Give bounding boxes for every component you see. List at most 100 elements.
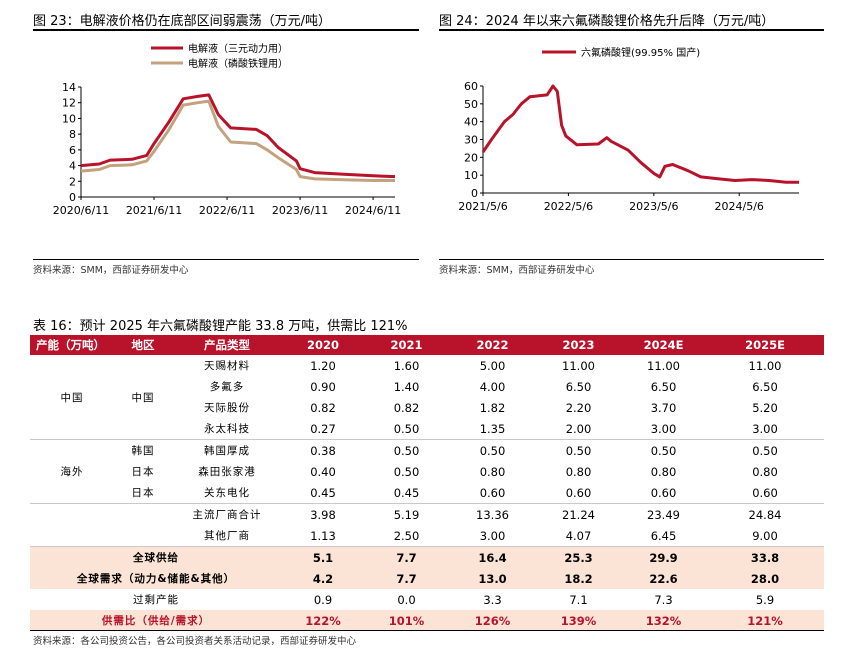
f23-ytick-label: 0 (69, 191, 76, 204)
table16-header-year: 2021 (364, 335, 449, 355)
empty-cell (30, 503, 172, 525)
cell-value: 1.82 (479, 400, 506, 415)
fig23-source: 资料来源：SMM，西部证券研发中心 (33, 265, 189, 276)
cell-value: 132% (621, 610, 706, 631)
cell-value: 5.1 (282, 546, 364, 568)
f23-ytick-label: 8 (69, 128, 76, 141)
cell-value: 1.20 (310, 358, 336, 373)
company-name: 韩国厚成 (172, 439, 282, 461)
fig24-title: 图 24：2024 年以来六氟磷酸锂价格先升后降（万元/吨） (439, 14, 775, 29)
table16-source-rule (30, 630, 824, 631)
cell-value: 5.9 (755, 592, 775, 607)
cell-value: 7.7 (364, 546, 449, 568)
company-name: 天际股份 (204, 402, 250, 414)
f23-ytick-label: 12 (62, 97, 76, 110)
cell-value: 0.50 (706, 439, 824, 461)
cell-value: 0.60 (752, 485, 778, 500)
fig24-title-rule (439, 29, 824, 31)
subregion: 日本 (131, 466, 155, 478)
table-row: 日本 森田张家港 0.40 0.50 0.80 0.80 0.80 0.80 (30, 461, 824, 482)
subregion-china: 中国 (131, 391, 155, 404)
f23-ytick-label: 2 (69, 175, 76, 188)
cell-value: 0.80 (650, 464, 677, 479)
row-label: 全球需求（动力&储能&其他） (30, 568, 282, 589)
cell-value: 3.98 (282, 503, 364, 525)
cell-value: 6.50 (752, 379, 778, 394)
cell-value: 2.50 (393, 528, 420, 543)
cell-value: 0.82 (310, 400, 336, 415)
cell-value: 5.20 (752, 400, 778, 415)
company-name: 永太科技 (204, 423, 250, 435)
f24-ytick-label: 60 (464, 80, 478, 93)
table-row-demand: 全球需求（动力&储能&其他） 4.2 7.7 13.0 18.2 22.6 28… (30, 568, 824, 589)
cell-value: 7.1 (569, 592, 588, 607)
cell-value: 0.50 (536, 439, 621, 461)
cell-value: 22.6 (621, 568, 706, 589)
region-overseas: 海外 (30, 439, 114, 504)
cell-value: 28.0 (706, 568, 824, 589)
cell-value: 11.00 (647, 358, 680, 373)
cell-value: 9.00 (752, 528, 778, 543)
cell-value: 0.50 (393, 464, 420, 479)
subregion: 日本 (131, 487, 155, 499)
table16-header-region: 地区 (114, 335, 172, 355)
cell-value: 7.3 (654, 592, 673, 607)
cell-value: 101% (364, 610, 449, 631)
cell-value: 122% (282, 610, 364, 631)
fig23-title-rule (33, 29, 419, 31)
cell-value: 29.9 (621, 546, 706, 568)
cell-value: 0.40 (310, 464, 336, 479)
f23-series-line-1 (80, 93, 396, 179)
cell-value: 0.45 (310, 485, 336, 500)
region-china: 中国 (60, 391, 84, 404)
table-row: 多氟多 0.90 1.40 4.00 6.50 6.50 6.50 (30, 376, 824, 397)
cell-value: 3.00 (650, 421, 677, 436)
f24-series-line-1 (481, 84, 799, 184)
f24-ytick-label: 20 (464, 151, 478, 164)
cell-value: 5.00 (479, 358, 506, 373)
cell-value: 11.00 (748, 358, 782, 373)
table-row: 其他厂商 1.13 2.50 3.00 4.07 6.45 9.00 (30, 525, 824, 547)
cell-value: 139% (536, 610, 621, 631)
table-row: 海外 韩国 韩国厚成 0.38 0.50 0.50 0.50 0.50 0.50 (30, 439, 824, 504)
fig24-source-rule (439, 259, 824, 260)
cell-value: 5.19 (364, 503, 449, 525)
cell-value: 13.0 (449, 568, 536, 589)
cell-value: 6.50 (650, 379, 677, 394)
cell-value: 3.00 (479, 528, 506, 543)
table16-title: 表 16：预计 2025 年六氟磷酸锂产能 33.8 万吨，供需比 121% (33, 319, 408, 334)
fig23-legend-label-2: 电解液（磷酸铁锂用） (188, 57, 288, 70)
cell-value: 25.3 (536, 546, 621, 568)
f23-xtick-label: 2024/6/11 (345, 204, 401, 217)
cell-value: 0.50 (621, 439, 706, 461)
cell-value: 0.60 (479, 485, 506, 500)
f24-ytick-label: 50 (464, 98, 478, 111)
cell-value: 4.00 (479, 379, 506, 394)
cell-value: 6.45 (650, 528, 677, 543)
table16-header-year: 2022 (449, 335, 536, 355)
row-label: 全球供给 (30, 546, 282, 568)
cell-value: 33.8 (706, 546, 824, 568)
table16-header-year: 2023 (536, 335, 621, 355)
cell-value: 0.60 (565, 485, 592, 500)
company-name: 其他厂商 (204, 530, 250, 542)
cell-value: 0.38 (282, 439, 364, 461)
cell-value: 6.50 (565, 379, 592, 394)
cell-value: 3.70 (650, 400, 677, 415)
cell-value: 7.7 (364, 568, 449, 589)
f24-xtick-label: 2021/5/6 (458, 200, 507, 213)
table16: 产能（万吨） 地区 产品类型 2020 2021 2022 2023 2024E… (30, 335, 824, 631)
cell-value: 23.49 (621, 503, 706, 525)
cell-value: 0.50 (393, 421, 420, 436)
cell-value: 0.27 (310, 421, 336, 436)
f23-ytick-label: 6 (69, 144, 76, 157)
table16-header-capacity: 产能（万吨） (30, 335, 114, 355)
cell-value: 11.00 (562, 358, 595, 373)
row-label: 过剩产能 (133, 594, 179, 606)
f23-xtick-label: 2023/6/11 (272, 204, 328, 217)
cell-value: 0.80 (565, 464, 592, 479)
f24-ytick-label: 0 (471, 187, 478, 200)
subregion: 韩国 (114, 439, 172, 461)
cell-value: 121% (706, 610, 824, 631)
f24-ytick-label: 10 (464, 169, 478, 182)
